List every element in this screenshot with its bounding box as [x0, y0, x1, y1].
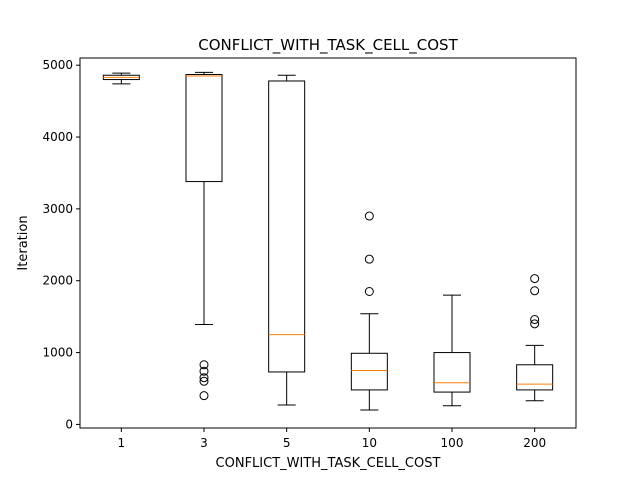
box-iqr [433, 352, 471, 393]
x-tick-label: 200 [523, 436, 546, 450]
outlier-point [530, 319, 540, 329]
x-tick-label: 1 [118, 436, 126, 450]
x-tick-label: 3 [200, 436, 208, 450]
chart-title: CONFLICT_WITH_TASK_CELL_COST [198, 36, 458, 55]
x-tick-label: 10 [362, 436, 377, 450]
plot-area: 0 1000 2000 3000 4000 5000 1 3 5 10 100 200 [42, 58, 554, 450]
outlier-point [364, 286, 374, 296]
y-tick-label: 5000 [42, 58, 73, 72]
y-tick-label: 1000 [42, 346, 73, 360]
outlier-point [530, 274, 540, 284]
outlier-point [530, 286, 540, 296]
axes-frame [79, 57, 577, 429]
outlier-point [364, 254, 374, 264]
y-tick-label: 3000 [42, 202, 73, 216]
box-iqr [268, 80, 306, 373]
box-iqr [185, 74, 223, 183]
y-tick-label: 2000 [42, 274, 73, 288]
outlier-point [199, 366, 209, 376]
y-tick-label: 4000 [42, 130, 73, 144]
y-tick-label: 0 [65, 417, 73, 431]
outlier-point [199, 376, 209, 386]
outlier-point [199, 373, 209, 383]
x-axis-label: CONFLICT_WITH_TASK_CELL_COST [216, 456, 441, 471]
y-axis-label: Iteration [16, 215, 31, 270]
x-tick-label: 5 [283, 436, 291, 450]
outlier-point [530, 315, 540, 325]
outlier-point [364, 211, 374, 221]
box-iqr [516, 364, 554, 391]
box-iqr [350, 352, 388, 391]
outlier-point [199, 360, 209, 370]
x-tick-label: 100 [441, 436, 464, 450]
outlier-point [199, 391, 209, 401]
